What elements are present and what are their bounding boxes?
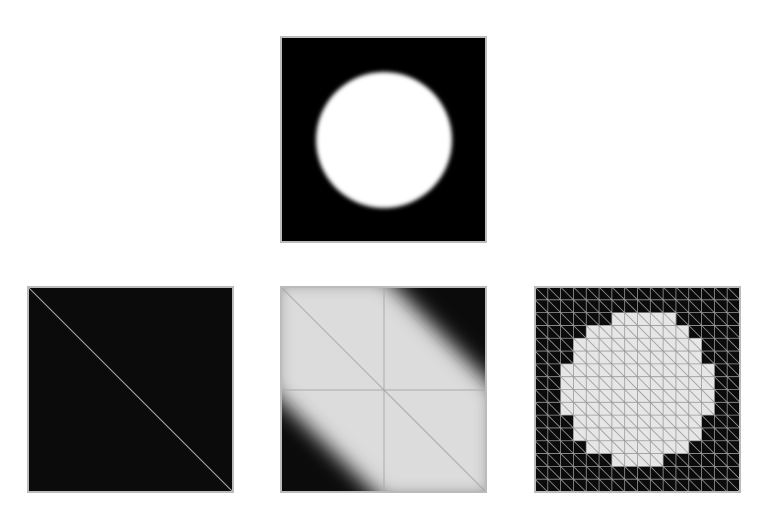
mesh-edge	[585, 286, 741, 442]
mesh-edge	[534, 453, 574, 493]
panel-border	[534, 286, 741, 493]
mesh-edge	[650, 286, 741, 377]
mesh-edge	[662, 286, 741, 365]
mesh-edge	[637, 286, 741, 390]
refined-mesh	[280, 286, 487, 493]
mesh-edge	[598, 286, 741, 429]
mesh-edge	[383, 286, 487, 391]
panel-border	[27, 286, 234, 493]
mesh-edge	[547, 286, 741, 480]
mesh-edge	[688, 286, 741, 339]
mesh-edge	[534, 312, 715, 493]
mesh-edge	[534, 363, 664, 493]
mesh-edge	[534, 325, 702, 493]
mesh-edge	[534, 376, 651, 493]
source-image	[280, 36, 487, 243]
mesh-edge	[534, 389, 638, 493]
mesh-edge	[573, 286, 741, 454]
mesh-edge	[726, 286, 741, 301]
mesh-edge	[534, 350, 677, 493]
mesh-edge	[534, 337, 690, 493]
mesh-edge	[534, 466, 561, 493]
mesh-edge	[611, 286, 741, 416]
mesh-edge	[701, 286, 741, 326]
coarse-mesh	[27, 286, 234, 493]
mesh-edge	[560, 286, 741, 467]
mesh-edge	[534, 286, 741, 493]
mesh-edge	[534, 299, 728, 493]
mesh-edge	[624, 286, 741, 403]
mesh-edge	[280, 286, 487, 493]
mesh-edge	[534, 440, 587, 493]
white-disc	[316, 72, 452, 208]
mesh-edge	[534, 402, 625, 493]
mesh-edge	[534, 414, 613, 493]
panel-border	[280, 36, 487, 243]
mesh-edge	[534, 427, 600, 493]
mesh-edge	[714, 286, 741, 313]
panel-border	[280, 286, 487, 493]
mesh-edge	[675, 286, 741, 352]
mesh-edge	[27, 286, 234, 493]
fine-mesh	[534, 286, 741, 493]
mesh-edge	[534, 478, 549, 493]
mesh-edge	[280, 389, 385, 493]
